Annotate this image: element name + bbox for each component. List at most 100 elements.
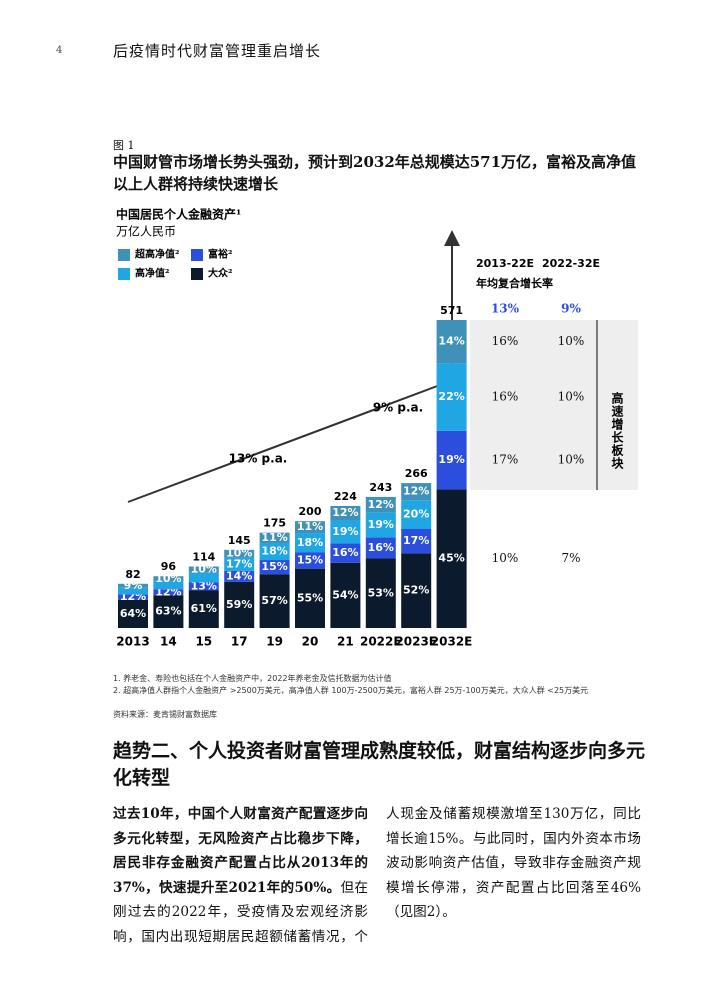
table-header: 2013-22E <box>476 257 534 270</box>
total-label: 96 <box>161 560 177 573</box>
total-label: 224 <box>334 490 357 503</box>
legend-label: 高净值² <box>135 267 169 280</box>
x-tick-label: 2032E <box>431 635 473 649</box>
data-label: 16% <box>368 541 394 554</box>
bar-segment <box>401 483 432 501</box>
table-cell: 16% <box>492 334 519 348</box>
legend-swatch <box>118 249 130 261</box>
data-label: 19% <box>332 525 358 538</box>
data-label: 18% <box>261 545 287 558</box>
total-label: 266 <box>405 467 428 480</box>
bar-segment <box>436 489 467 628</box>
bar-segment <box>224 557 255 571</box>
total-label: 175 <box>263 517 286 530</box>
x-tick-label: 20 <box>302 635 319 649</box>
data-label: 12% <box>368 498 394 511</box>
data-label: 59% <box>226 598 252 611</box>
footnote: 1. 养老金、寿险也包括在个人金融资产中，2022年养老金及信托数据为估计值 <box>113 674 392 683</box>
table-cell: 16% <box>492 390 519 404</box>
bar-segment <box>153 595 184 628</box>
x-tick-label: 21 <box>337 635 354 649</box>
page-number: 4 <box>56 45 63 56</box>
bar-segment <box>436 320 467 364</box>
data-label: 63% <box>155 605 181 618</box>
x-tick-label: 2023E <box>395 635 437 649</box>
data-label: 16% <box>332 546 358 559</box>
data-label: 11% <box>297 520 323 533</box>
chart-title: 中国居民个人金融资产¹ <box>116 207 241 222</box>
bar-segment <box>259 574 290 628</box>
figure-label: 图 1 <box>113 139 135 152</box>
bar-segment <box>436 430 467 490</box>
bar-segment <box>295 568 325 628</box>
data-label: 18% <box>297 536 323 549</box>
total-label: 145 <box>228 534 251 547</box>
bar-segment <box>365 496 396 513</box>
table-caption: 年均复合增长率 <box>476 276 553 290</box>
data-label: 10% <box>191 563 217 576</box>
data-label: 14% <box>438 335 464 348</box>
legend-label: 富裕² <box>208 248 232 261</box>
bar-segment <box>188 590 219 628</box>
total-label: 200 <box>299 505 322 518</box>
bar-segment <box>259 532 290 544</box>
annotation: 9% p.a. <box>373 401 423 415</box>
legend-swatch <box>191 268 203 280</box>
data-label: 12% <box>403 485 429 498</box>
body-text: 过去10年，中国个人财富资产配置逐步向多元化转型，无风险资产占比稳步下降，居民非… <box>113 802 641 949</box>
bar-segment <box>259 543 290 561</box>
bar-segment <box>224 549 255 558</box>
source: 资料来源：麦肯锡财富数据库 <box>113 710 217 719</box>
bar-segment <box>295 552 325 569</box>
bar-segment <box>365 537 396 559</box>
bar-segment <box>330 543 361 563</box>
bar-segment <box>188 566 219 573</box>
data-label: 57% <box>261 594 287 607</box>
data-label: 52% <box>403 584 429 597</box>
running-title: 后疫情时代财富管理重启增长 <box>113 42 322 60</box>
data-label: 15% <box>261 560 287 573</box>
data-label: 19% <box>368 518 394 531</box>
bar-segment <box>401 500 432 529</box>
legend-swatch <box>118 268 130 280</box>
x-tick-label: 14 <box>160 635 177 649</box>
table-cell: 10% <box>558 390 585 404</box>
bar-segment <box>401 553 432 628</box>
footnote: 2. 超高净值人群指个人金融资产 >2500万美元，高净值人群 100万-250… <box>113 686 589 695</box>
bar-segment <box>153 589 184 596</box>
bar-segment <box>188 572 219 583</box>
data-label: 22% <box>438 390 464 403</box>
total-label: 82 <box>125 568 140 581</box>
data-label: 11% <box>261 531 287 544</box>
bar-segment <box>295 533 325 553</box>
table-cell: 10% <box>558 453 585 467</box>
total-label: 571 <box>440 304 463 317</box>
data-label: 12% <box>332 506 358 519</box>
table-cell: 9% <box>561 302 581 316</box>
bar-segment <box>118 583 148 588</box>
total-label: 243 <box>369 481 392 494</box>
highlight-band <box>470 320 638 490</box>
data-label: 20% <box>403 508 429 521</box>
bar-segment <box>295 521 325 534</box>
legend-swatch <box>191 249 203 261</box>
side-label: 高速增长板块 <box>610 391 624 470</box>
legend-label: 超高净值² <box>134 248 179 261</box>
bar-segment <box>188 582 219 591</box>
data-label: 54% <box>332 588 358 601</box>
bar-segment <box>365 558 396 628</box>
bar-segment <box>118 594 148 600</box>
data-label: 14% <box>226 569 252 582</box>
bar-segment <box>401 528 432 554</box>
chart: 13% p.a. 9% p.a. 中国居民个人金融资产¹ 万亿人民币 2013-… <box>116 207 638 649</box>
table-cell: 7% <box>561 551 580 565</box>
x-tick-label: 2022E <box>360 635 402 649</box>
data-label: 55% <box>297 591 323 604</box>
table-cell: 13% <box>491 302 520 316</box>
bar-segment <box>224 570 255 582</box>
x-tick-label: 15 <box>195 635 212 649</box>
figure-title: 中国财管市场增长势头强劲，预计到2032年总规模达571万亿，富裕及高净值以上人… <box>113 153 637 193</box>
legend-label: 大众² <box>208 267 232 280</box>
x-tick-label: 2013 <box>116 635 149 649</box>
data-label: 10% <box>155 572 181 585</box>
